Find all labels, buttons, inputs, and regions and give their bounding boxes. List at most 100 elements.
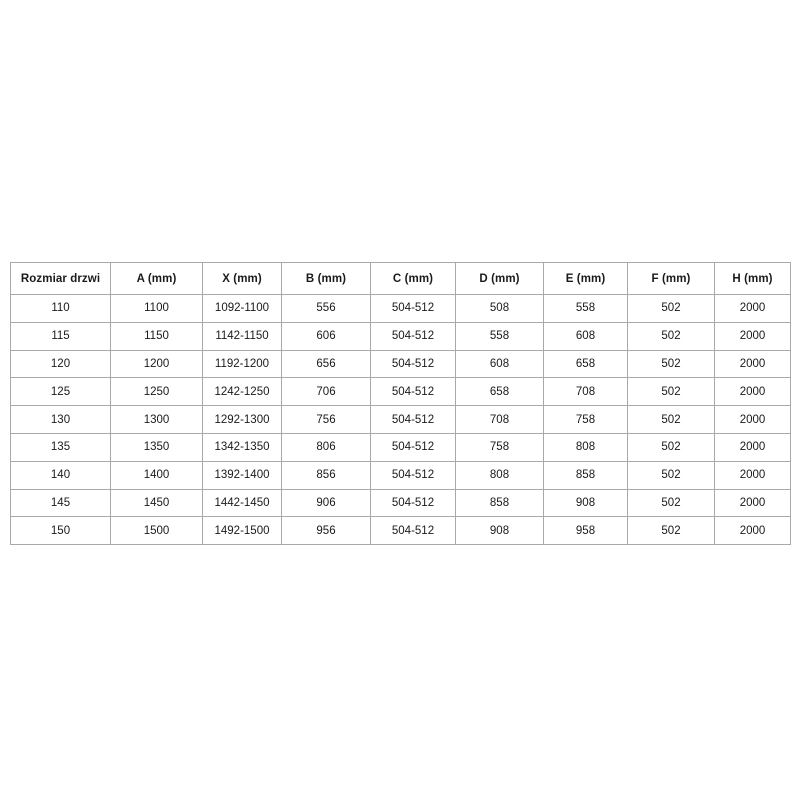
table-cell: 1242-1250: [202, 377, 282, 407]
table-cell: 1092-1100: [202, 294, 282, 323]
column-header-c: C (mm): [370, 262, 456, 295]
table-cell: 502: [627, 432, 715, 462]
table-row: 140 1400 1392-1400 856 504-512 808 858 502 2000: [10, 460, 791, 490]
table-cell: 808: [455, 460, 544, 490]
table-cell: 1342-1350: [202, 432, 282, 462]
table-row: 115 1150 1142-1150 606 504-512 558 608 502 2000: [10, 321, 791, 351]
table-cell: 908: [543, 488, 628, 518]
table-cell: 1250: [110, 377, 203, 407]
table-cell: 758: [455, 432, 544, 462]
table-cell: 1292-1300: [202, 405, 282, 434]
table-cell: 2000: [714, 294, 791, 323]
table-cell: 1142-1150: [202, 321, 282, 351]
table-cell: 1200: [110, 349, 203, 379]
table-cell: 1442-1450: [202, 488, 282, 518]
table-cell: 1400: [110, 460, 203, 490]
table-cell: 658: [543, 349, 628, 379]
column-header-rozmiar-drzwi: Rozmiar drzwi: [10, 262, 111, 295]
column-header-f: F (mm): [627, 262, 715, 295]
table-row: 130 1300 1292-1300 756 504-512 708 758 502 2000: [10, 405, 791, 434]
cell-rozmiar-drzwi: 130: [10, 405, 111, 434]
table-cell: 706: [281, 377, 371, 407]
table-cell: 1492-1500: [202, 516, 282, 546]
table-header-row: Rozmiar drzwi A (mm) X (mm) B (mm) C (mm…: [10, 262, 791, 295]
table-cell: 808: [543, 432, 628, 462]
table-cell: 756: [281, 405, 371, 434]
table-cell: 556: [281, 294, 371, 323]
table-cell: 502: [627, 488, 715, 518]
table-cell: 504-512: [370, 349, 456, 379]
table-cell: 708: [543, 377, 628, 407]
table-cell: 502: [627, 405, 715, 434]
table-cell: 856: [281, 460, 371, 490]
table-cell: 1350: [110, 432, 203, 462]
table-row: 135 1350 1342-1350 806 504-512 758 808 502 2000: [10, 432, 791, 462]
table-cell: 608: [543, 321, 628, 351]
table-cell: 504-512: [370, 377, 456, 407]
column-header-x: X (mm): [202, 262, 282, 295]
column-header-h: H (mm): [714, 262, 791, 295]
table-cell: 502: [627, 516, 715, 546]
table-cell: 502: [627, 321, 715, 351]
table-cell: 2000: [714, 349, 791, 379]
table-cell: 504-512: [370, 516, 456, 546]
table-cell: 608: [455, 349, 544, 379]
table-cell: 504-512: [370, 488, 456, 518]
table-cell: 708: [455, 405, 544, 434]
table-cell: 858: [543, 460, 628, 490]
table-cell: 2000: [714, 405, 791, 434]
table-row: 110 1100 1092-1100 556 504-512 508 558 502 2000: [10, 294, 791, 323]
cell-rozmiar-drzwi: 135: [10, 432, 111, 462]
table-cell: 858: [455, 488, 544, 518]
cell-rozmiar-drzwi: 125: [10, 377, 111, 407]
table-cell: 906: [281, 488, 371, 518]
table-cell: 658: [455, 377, 544, 407]
table-cell: 656: [281, 349, 371, 379]
table-header: Rozmiar drzwi A (mm) X (mm) B (mm) C (mm…: [10, 262, 791, 295]
column-header-e: E (mm): [543, 262, 628, 295]
table-cell: 2000: [714, 377, 791, 407]
table-cell: 2000: [714, 321, 791, 351]
table-cell: 958: [543, 516, 628, 546]
table-cell: 1300: [110, 405, 203, 434]
table-cell: 1150: [110, 321, 203, 351]
column-header-b: B (mm): [281, 262, 371, 295]
table-row: 150 1500 1492-1500 956 504-512 908 958 502 2000: [10, 516, 791, 546]
table-cell: 1450: [110, 488, 203, 518]
table-cell: 504-512: [370, 460, 456, 490]
table-cell: 502: [627, 460, 715, 490]
cell-rozmiar-drzwi: 145: [10, 488, 111, 518]
table-cell: 758: [543, 405, 628, 434]
table-cell: 502: [627, 294, 715, 323]
table-cell: 2000: [714, 488, 791, 518]
table-cell: 504-512: [370, 294, 456, 323]
table-cell: 2000: [714, 432, 791, 462]
table-cell: 2000: [714, 460, 791, 490]
table-cell: 606: [281, 321, 371, 351]
column-header-d: D (mm): [455, 262, 544, 295]
cell-rozmiar-drzwi: 140: [10, 460, 111, 490]
table-row: 120 1200 1192-1200 656 504-512 608 658 502 2000: [10, 349, 791, 379]
cell-rozmiar-drzwi: 115: [10, 321, 111, 351]
table-cell: 502: [627, 377, 715, 407]
table-cell: 504-512: [370, 321, 456, 351]
cell-rozmiar-drzwi: 150: [10, 516, 111, 546]
door-size-specification-table: Rozmiar drzwi A (mm) X (mm) B (mm) C (mm…: [10, 262, 791, 546]
table-cell: 908: [455, 516, 544, 546]
table-body: 110 1100 1092-1100 556 504-512 508 558 502 2000 1…: [10, 294, 791, 546]
column-header-a: A (mm): [110, 262, 203, 295]
table-cell: 1500: [110, 516, 203, 546]
table-cell: 806: [281, 432, 371, 462]
table-cell: 956: [281, 516, 371, 546]
cell-rozmiar-drzwi: 110: [10, 294, 111, 323]
table-cell: 2000: [714, 516, 791, 546]
table-row: 125 1250 1242-1250 706 504-512 658 708 502 2000: [10, 377, 791, 407]
table-cell: 558: [455, 321, 544, 351]
table-cell: 558: [543, 294, 628, 323]
table-cell: 504-512: [370, 432, 456, 462]
table-cell: 504-512: [370, 405, 456, 434]
table-cell: 502: [627, 349, 715, 379]
cell-rozmiar-drzwi: 120: [10, 349, 111, 379]
table-cell: 1100: [110, 294, 203, 323]
table-cell: 1192-1200: [202, 349, 282, 379]
